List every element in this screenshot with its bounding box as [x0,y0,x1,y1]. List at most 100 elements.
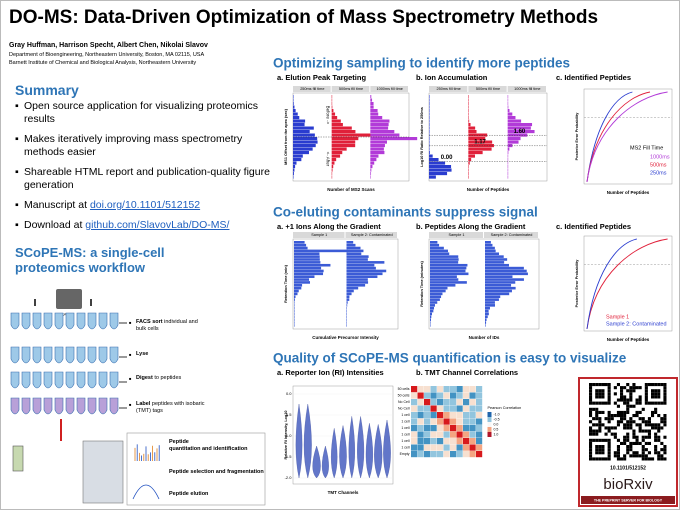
histogram-bar [346,304,348,307]
legend-label: 1.0 [494,432,499,436]
panel-title: a. +1 Ions Along the Gradient [277,222,381,231]
summary-item: Shareable HTML report and publication-qu… [15,166,270,192]
histogram-bar [370,116,383,120]
tube [54,312,64,330]
histogram-bar [485,241,491,244]
heatmap-cell [424,392,431,399]
qr-module [641,457,645,461]
qr-module [641,407,645,411]
qr-module [592,423,596,427]
histogram-bar [507,102,509,106]
heatmap-cell [469,412,476,419]
ms-label: Peptide quantitation and identification [169,439,248,452]
qr-module [607,395,611,399]
step-text: to peptides [152,375,182,381]
qr-module [647,435,651,439]
histogram-bar [430,324,431,327]
tube [32,346,42,364]
histogram-bar [468,105,469,109]
histogram-bar [485,301,495,304]
histogram-bar [294,284,303,287]
y-tick-label: -2.0 [285,475,293,480]
heatmap-cell [456,412,463,419]
heatmap-cell [469,444,476,451]
qr-module [607,401,611,405]
histogram-bar [370,140,387,144]
histogram-bar [485,306,490,310]
qr-module [592,432,596,436]
histogram-bar [346,243,356,247]
qr-module [607,451,611,455]
tube [10,397,20,415]
qr-module [629,404,633,408]
qr-module [610,426,614,430]
histogram-bar [468,116,469,120]
heatmap-cell [430,431,437,438]
summary-item: Download at github.com/SlavovLab/DO-MS/ [15,219,270,232]
qr-module [607,429,611,433]
tube [109,346,119,364]
qr-module [620,395,624,399]
qr-module [644,457,648,461]
qr-module [607,414,611,418]
violin [374,424,383,479]
histogram-bar [293,144,316,148]
heatmap-cell [411,386,418,393]
qr-module [620,417,624,421]
histogram-bar [331,109,334,113]
heatmap-cell [443,412,450,419]
annotation: 0.00 [441,155,453,161]
qr-module [663,451,667,455]
histogram-bar [331,133,382,137]
link[interactable]: github.com/SlavovLab/DO-MS/ [85,219,230,231]
qr-module [654,383,658,387]
facet-strip [429,86,468,92]
row-label: 1 cell [401,433,409,437]
qr-module [607,398,611,402]
qr-module [629,454,633,458]
qr-module [632,389,636,393]
qr-module [623,457,627,461]
doi: 10.1101/512152 [610,465,646,471]
qr-module [651,401,655,405]
qr-module [632,429,636,433]
heatmap-cell [424,399,431,406]
qr-module [629,420,633,424]
tube [54,371,64,389]
histogram-bar [468,144,494,148]
histogram-bar [485,275,513,278]
heatmap-cell [411,399,418,406]
histogram-bar [294,255,320,258]
qr-module [592,407,596,411]
heatmap-cell [450,431,457,438]
qr-module [657,454,661,458]
qr-module [595,410,599,414]
histogram-bar [370,147,384,151]
x-axis-label: Cumulative Precursor Intensity [312,335,379,340]
qr-module [616,445,620,449]
tube [10,312,20,330]
histogram-bar [294,324,295,327]
qr-module [607,426,611,430]
plot-panel [583,88,673,185]
histogram-bar [370,123,389,127]
violin [365,423,373,479]
plot-panel [583,235,673,332]
qr-module [644,398,648,402]
histogram-bar [370,175,371,179]
facet-label: Sample 1 [448,233,464,237]
y-axis-label: Posterior Error Probability [575,112,579,161]
heatmap-cell [443,405,450,412]
histogram-bar [507,137,521,141]
qr-module [626,448,630,452]
tube [54,397,64,415]
summary-text: Makes iteratively improving mass spectro… [24,133,243,158]
histogram-bar [293,116,300,120]
qr-module [616,383,620,387]
histogram-bar [430,241,438,244]
histogram-bar [468,158,472,162]
link[interactable]: doi.org/10.1101/512152 [89,199,201,211]
qr-module [651,395,655,399]
panel-title: a. Elution Peak Targeting [277,73,366,82]
